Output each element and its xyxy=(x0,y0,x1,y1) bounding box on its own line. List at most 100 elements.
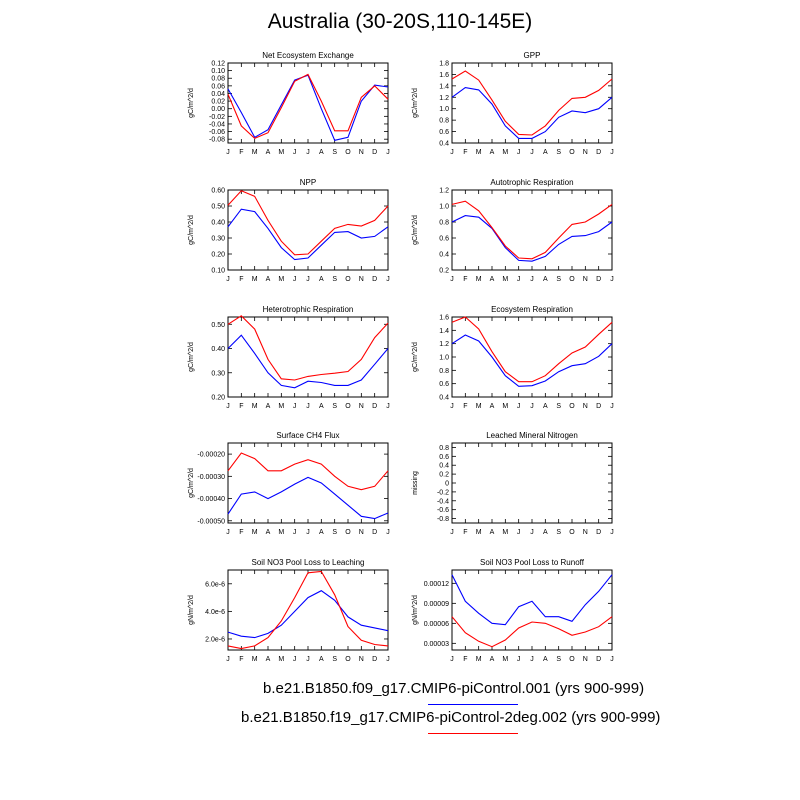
x-tick-label: O xyxy=(345,276,351,283)
x-tick-label: O xyxy=(345,656,351,663)
y-axis-label: gN/m^2/d xyxy=(188,595,195,625)
x-tick-label: D xyxy=(372,149,377,156)
x-tick-label: J xyxy=(386,403,390,410)
panel-title: NPP xyxy=(300,178,316,187)
x-tick-label: A xyxy=(543,656,548,663)
x-tick-label: F xyxy=(463,276,467,283)
figure-title: Australia (30-20S,110-145E) xyxy=(267,10,533,33)
x-tick-label: J xyxy=(450,276,454,283)
x-tick-label: J xyxy=(530,656,534,663)
series-line-model1 xyxy=(227,476,389,520)
series-line-model2 xyxy=(451,616,613,648)
series-line-model1 xyxy=(451,334,613,387)
panel-title: Ecosystem Respiration xyxy=(491,305,573,314)
x-tick-label: A xyxy=(266,529,271,536)
panel-title: Autotrophic Respiration xyxy=(490,178,573,187)
y-tick-label: 0.10 xyxy=(211,268,225,275)
series-line-model2 xyxy=(227,73,389,140)
x-tick-label: N xyxy=(583,529,588,536)
y-tick-label: 0.00 xyxy=(211,106,225,113)
x-tick-label: D xyxy=(372,529,377,536)
x-tick-label: J xyxy=(293,529,297,536)
x-tick-label: J xyxy=(226,403,230,410)
x-tick-label: A xyxy=(319,276,324,283)
x-tick-label: J xyxy=(450,656,454,663)
panel-frame xyxy=(227,569,389,651)
x-tick-label: J xyxy=(293,149,297,156)
y-tick-label: 0.10 xyxy=(211,68,225,75)
y-tick-label: -0.08 xyxy=(209,137,225,144)
x-tick-label: D xyxy=(596,276,601,283)
x-tick-label: N xyxy=(583,149,588,156)
y-axis-label: gN/m^2/d xyxy=(412,595,419,625)
y-tick-label: -0.4 xyxy=(437,498,449,505)
y-axis-label: gC/m^2/d xyxy=(412,342,419,372)
x-tick-label: J xyxy=(306,656,310,663)
series-line-model1 xyxy=(227,334,389,389)
x-tick-label: M xyxy=(252,529,258,536)
x-tick-label: A xyxy=(319,656,324,663)
x-tick-label: M xyxy=(476,403,482,410)
y-tick-label: -0.00030 xyxy=(197,474,225,481)
x-tick-label: M xyxy=(502,149,508,156)
x-tick-label: S xyxy=(332,656,337,663)
y-tick-label: 1.0 xyxy=(439,355,449,362)
panel-title: Soil NO3 Pool Loss to Runoff xyxy=(480,558,585,567)
panel-frame xyxy=(451,316,613,398)
y-tick-label: 0.20 xyxy=(211,395,225,402)
x-tick-label: M xyxy=(476,656,482,663)
y-tick-label: 1.0 xyxy=(439,204,449,211)
x-tick-label: D xyxy=(596,529,601,536)
panel-title: Soil NO3 Pool Loss to Leaching xyxy=(252,558,365,567)
y-tick-label: 6.0e-6 xyxy=(205,581,225,588)
series-line-model2 xyxy=(227,452,389,491)
x-tick-label: S xyxy=(556,403,561,410)
x-tick-label: N xyxy=(583,403,588,410)
x-tick-label: A xyxy=(266,276,271,283)
x-tick-label: J xyxy=(610,529,614,536)
y-tick-label: 1.6 xyxy=(439,315,449,322)
x-tick-label: F xyxy=(463,403,467,410)
x-tick-label: J xyxy=(517,276,521,283)
x-tick-label: M xyxy=(278,403,284,410)
x-tick-label: D xyxy=(596,403,601,410)
x-tick-label: J xyxy=(226,276,230,283)
x-tick-label: N xyxy=(359,403,364,410)
y-tick-label: 0.00009 xyxy=(424,601,449,608)
x-tick-label: M xyxy=(252,403,258,410)
series-line-model1 xyxy=(451,215,613,262)
x-tick-label: J xyxy=(306,276,310,283)
x-tick-label: J xyxy=(293,656,297,663)
y-tick-label: 1.4 xyxy=(439,83,449,90)
x-tick-label: J xyxy=(517,403,521,410)
y-tick-label: -0.04 xyxy=(209,121,225,128)
x-tick-label: M xyxy=(278,276,284,283)
y-tick-label: -0.02 xyxy=(209,114,225,121)
y-axis-label: missing xyxy=(412,471,419,495)
x-tick-label: N xyxy=(583,276,588,283)
x-tick-label: O xyxy=(345,149,351,156)
panel-frame xyxy=(451,62,613,144)
x-tick-label: O xyxy=(569,656,575,663)
x-tick-label: A xyxy=(319,403,324,410)
x-tick-label: M xyxy=(252,656,258,663)
x-tick-label: J xyxy=(610,656,614,663)
x-tick-label: J xyxy=(386,529,390,536)
y-axis-label: gC/m^2/d xyxy=(412,88,419,118)
x-tick-label: A xyxy=(319,149,324,156)
y-axis-label: gC/m^2/d xyxy=(188,342,195,372)
x-tick-label: N xyxy=(359,656,364,663)
panel-title: Surface CH4 Flux xyxy=(276,431,339,440)
x-tick-label: J xyxy=(610,276,614,283)
y-tick-label: -0.00050 xyxy=(197,518,225,525)
y-tick-label: 0.30 xyxy=(211,236,225,243)
y-tick-label: 0.40 xyxy=(211,346,225,353)
y-tick-label: 0.8 xyxy=(439,445,449,452)
x-tick-label: F xyxy=(239,149,243,156)
y-tick-label: 0.2 xyxy=(439,472,449,479)
